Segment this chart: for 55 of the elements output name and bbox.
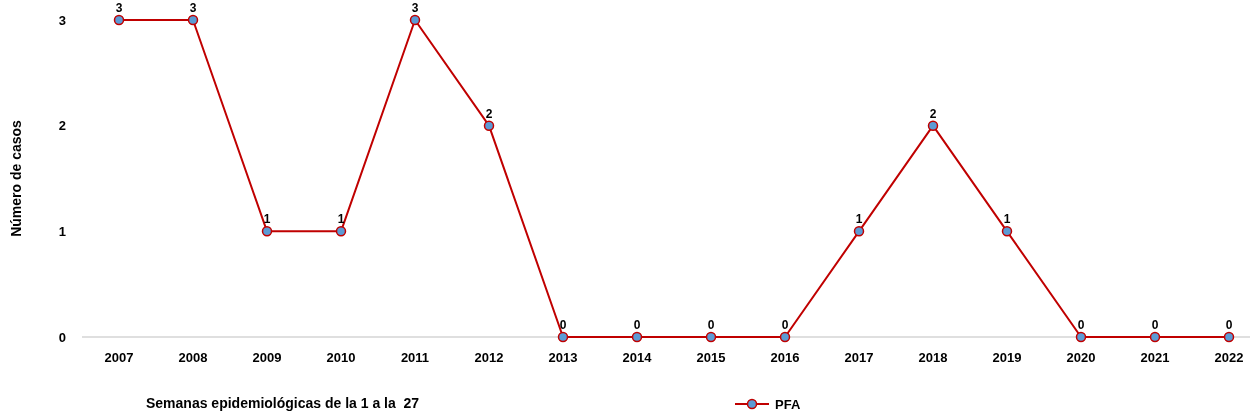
data-label: 2 <box>485 106 493 121</box>
data-label: 3 <box>411 1 419 15</box>
x-tick-label: 2019 <box>992 350 1022 365</box>
point <box>1001 226 1013 237</box>
point <box>853 226 865 237</box>
x-tick-label: 2018 <box>918 350 948 365</box>
y-tick-label: 2 <box>58 118 66 134</box>
data-label: 1 <box>263 212 271 227</box>
point <box>705 331 717 343</box>
data-label: 3 <box>189 1 197 15</box>
point <box>187 14 199 26</box>
x-tick-label: 2010 <box>326 350 356 365</box>
x-tick-label: 2015 <box>696 350 726 365</box>
data-label: 1 <box>855 212 863 227</box>
data-label: 0 <box>633 318 641 332</box>
data-label: 0 <box>1151 318 1159 332</box>
data-label: 1 <box>1003 212 1011 227</box>
x-tick-label: 2014 <box>622 350 653 365</box>
point <box>779 331 791 343</box>
point <box>409 14 421 26</box>
x-tick-label: 2017 <box>844 350 874 365</box>
y-tick-label: 3 <box>58 12 66 28</box>
x-tick-label: 2022 <box>1214 350 1244 365</box>
data-label: 0 <box>1225 318 1233 332</box>
x-tick-label: 2020 <box>1066 350 1096 365</box>
x-tick-label: 2009 <box>252 350 282 365</box>
point <box>557 331 569 343</box>
point <box>1223 331 1235 343</box>
point <box>631 331 643 343</box>
data-label: 0 <box>559 318 567 332</box>
point <box>1149 331 1161 343</box>
point <box>261 226 273 237</box>
point <box>483 120 495 131</box>
point <box>335 226 347 237</box>
x-tick-label: 2007 <box>104 350 134 365</box>
x-axis-title: Semanas epidemiológicas de la 1 a la 27 <box>146 395 420 411</box>
point <box>113 14 125 26</box>
y-tick-label: 1 <box>58 223 66 239</box>
data-label: 0 <box>707 318 715 332</box>
data-label: 0 <box>1077 318 1085 332</box>
point <box>1075 331 1087 343</box>
data-label: 0 <box>781 318 789 332</box>
data-label: 2 <box>929 106 937 121</box>
x-tick-label: 2011 <box>400 350 430 365</box>
y-axis-title: Número de casos <box>8 119 24 237</box>
x-tick-label: 2013 <box>548 350 578 365</box>
point <box>927 120 939 131</box>
data-label: 1 <box>337 212 345 227</box>
legend-label: PFA <box>775 396 801 412</box>
data-label: 3 <box>115 1 123 15</box>
x-tick-label: 2012 <box>474 350 504 365</box>
x-tick-label: 2008 <box>178 350 208 365</box>
x-tick-label: 2016 <box>770 350 800 365</box>
x-tick-label: 2021 <box>1140 350 1170 365</box>
y-tick-label: 0 <box>58 329 66 345</box>
